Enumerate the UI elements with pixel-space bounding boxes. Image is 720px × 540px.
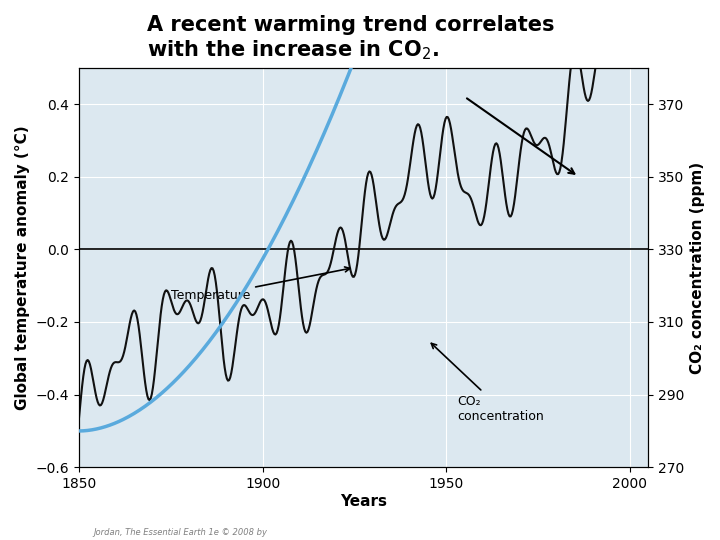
Text: A recent warming trend correlates
with the increase in CO$_2$.: A recent warming trend correlates with t…	[147, 15, 554, 62]
Y-axis label: CO₂ concentration (ppm): CO₂ concentration (ppm)	[690, 161, 705, 374]
Text: Temperature: Temperature	[171, 267, 350, 302]
X-axis label: Years: Years	[340, 494, 387, 509]
Text: CO₂
concentration: CO₂ concentration	[431, 343, 544, 423]
Y-axis label: Global temperature anomaly (°C): Global temperature anomaly (°C)	[15, 125, 30, 410]
Text: Jordan, The Essential Earth 1e © 2008 by: Jordan, The Essential Earth 1e © 2008 by	[94, 528, 268, 537]
